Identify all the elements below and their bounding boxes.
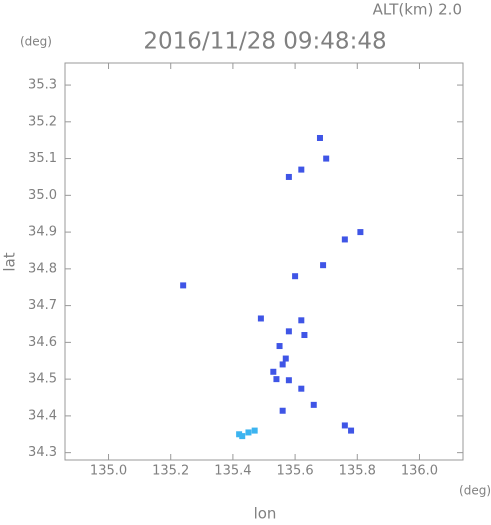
echo-cell <box>245 429 252 436</box>
echo-cell <box>310 401 317 408</box>
echo-cell <box>257 315 264 322</box>
echo-cell <box>180 282 187 289</box>
y-tick-label: 34.5 <box>28 372 57 387</box>
y-tick-label: 34.6 <box>28 335 57 350</box>
echo-cell <box>282 355 289 362</box>
x-tick-label: 135.4 <box>214 464 251 479</box>
y-tick-label: 34.3 <box>28 445 57 460</box>
echo-cell <box>341 236 348 243</box>
echo-cell <box>323 155 330 162</box>
echo-cell <box>298 385 305 392</box>
echo-cell <box>285 377 292 384</box>
y-tick-label: 34.4 <box>28 408 57 423</box>
echo-cell <box>273 376 280 383</box>
echo-cell <box>357 229 364 236</box>
y-tick-label: 34.9 <box>28 225 57 240</box>
echo-cell <box>285 328 292 335</box>
echo-cell <box>292 273 299 280</box>
echo-cell <box>316 134 323 141</box>
echo-cell <box>236 431 243 438</box>
echo-cell <box>348 427 355 434</box>
echo-cell <box>270 368 277 375</box>
echo-cell <box>276 343 283 350</box>
chart-title: 2016/11/28 09:48:48 <box>143 29 386 55</box>
y-unit: (deg) <box>20 35 52 49</box>
echo-cell <box>341 422 348 429</box>
x-axis-label: lon <box>254 505 277 522</box>
x-tick-label: 135.0 <box>90 464 127 479</box>
echo-cell <box>298 317 305 324</box>
x-tick-label: 135.2 <box>152 464 189 479</box>
plot-frame <box>64 62 464 461</box>
echo-cell <box>239 433 246 440</box>
y-tick-label: 34.7 <box>28 298 57 313</box>
y-tick-label: 35.2 <box>28 114 57 129</box>
echo-cell <box>301 332 308 339</box>
x-unit: (deg) <box>459 484 491 498</box>
y-tick-label: 34.8 <box>28 261 57 276</box>
y-tick-label: 35.0 <box>28 188 57 203</box>
echo-cell <box>320 262 327 269</box>
y-tick-label: 35.3 <box>28 78 57 93</box>
y-tick-label: 35.1 <box>28 151 57 166</box>
x-tick-label: 135.8 <box>339 464 376 479</box>
y-axis-label: lat <box>1 252 19 271</box>
echo-cell <box>285 173 292 180</box>
echo-cell <box>279 407 286 414</box>
altitude-label: ALT(km) 2.0 <box>373 1 462 19</box>
echo-cell <box>251 427 258 434</box>
x-tick-label: 136.0 <box>401 464 438 479</box>
echo-cell <box>298 166 305 173</box>
echo-cell <box>279 361 286 368</box>
x-tick-label: 135.6 <box>276 464 313 479</box>
